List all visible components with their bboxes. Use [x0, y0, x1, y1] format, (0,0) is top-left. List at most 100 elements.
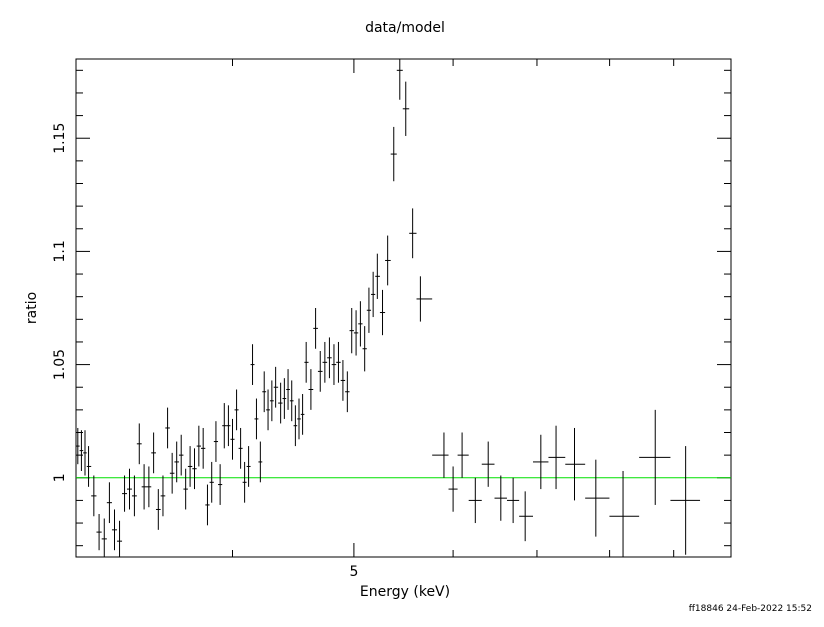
- data-point: [300, 394, 305, 435]
- data-point: [242, 461, 247, 503]
- data-point: [565, 427, 586, 501]
- data-point: [131, 475, 137, 517]
- data-point: [409, 208, 417, 259]
- data-point: [366, 287, 372, 333]
- chart-title: data/model: [365, 20, 445, 36]
- data-point: [533, 434, 549, 490]
- data-point: [169, 452, 175, 494]
- data-point: [178, 434, 184, 476]
- data-point: [468, 477, 482, 524]
- data-point: [345, 371, 350, 413]
- plot-area: 1 1.05 1.1 1.15 5: [52, 58, 732, 580]
- data-point: [192, 448, 197, 490]
- data-point: [432, 432, 449, 478]
- data-point: [254, 398, 259, 440]
- data-point: [250, 344, 255, 385]
- data-point: [187, 446, 193, 487]
- data-point: [160, 475, 166, 517]
- data-point: [304, 341, 309, 383]
- data-point: [353, 310, 359, 356]
- data-point: [457, 432, 469, 478]
- data-point: [670, 446, 701, 555]
- data-point: [209, 461, 214, 503]
- data-point: [101, 518, 107, 557]
- data-point: [609, 470, 640, 557]
- data-point: [230, 418, 235, 460]
- data-point: [402, 81, 410, 136]
- data-point: [282, 378, 287, 419]
- data-point: [548, 425, 566, 490]
- y-tick-label: 1.05: [52, 349, 68, 380]
- data-point: [362, 326, 367, 372]
- data-point: [258, 441, 263, 483]
- data-point: [213, 421, 219, 462]
- data-point: [371, 271, 376, 318]
- data-point: [127, 468, 132, 510]
- data-point: [106, 482, 112, 524]
- data-point: [246, 446, 251, 487]
- data-point: [196, 425, 202, 467]
- data-point: [222, 403, 227, 449]
- data-point: [336, 341, 341, 383]
- footer-stamp: ff18846 24-Feb-2022 15:52: [689, 604, 812, 614]
- data-point: [293, 405, 298, 447]
- data-point: [390, 126, 397, 182]
- data-point: [385, 235, 391, 286]
- data-point: [226, 405, 231, 447]
- y-tick-label: 1.1: [52, 240, 68, 262]
- data-point: [79, 430, 84, 471]
- data-point: [117, 520, 123, 557]
- data-point: [174, 441, 179, 483]
- data-point: [273, 366, 279, 408]
- data-point: [375, 253, 380, 299]
- data-point: [262, 371, 267, 413]
- data-point: [136, 423, 142, 465]
- data-point: [83, 430, 87, 476]
- data-point: [183, 468, 188, 510]
- data-point: [448, 466, 458, 512]
- data-point: [494, 475, 507, 521]
- data-point: [358, 301, 363, 347]
- data-point: [379, 289, 386, 336]
- data-point: [86, 446, 92, 487]
- data-point: [322, 341, 328, 383]
- data-point: [234, 389, 239, 431]
- data-point: [519, 491, 534, 542]
- data-point: [111, 509, 118, 551]
- data-point: [165, 407, 170, 449]
- y-tick-label: 1: [52, 473, 68, 482]
- data-point: [122, 475, 128, 512]
- data-point: [349, 308, 354, 354]
- data-point: [331, 344, 337, 385]
- data-point: [481, 441, 495, 487]
- data-point: [297, 398, 301, 440]
- data-point: [506, 477, 520, 524]
- data-point: [286, 369, 290, 410]
- data-point: [76, 427, 80, 465]
- data-point: [317, 351, 323, 392]
- data-point: [141, 464, 147, 510]
- data-point: [91, 475, 97, 517]
- data-point: [639, 409, 671, 505]
- data-point: [146, 466, 152, 508]
- data-point: [201, 427, 206, 469]
- data-point: [238, 427, 243, 469]
- plot-frame: [75, 58, 732, 558]
- data-point: [218, 464, 223, 505]
- data-point: [585, 459, 610, 537]
- y-tick-label: 1.15: [52, 123, 68, 154]
- y-axis-label: ratio: [24, 292, 40, 324]
- x-axis-label: Energy (keV): [360, 584, 450, 600]
- data-point: [266, 389, 270, 431]
- data-point: [269, 380, 274, 422]
- data-point: [340, 360, 346, 401]
- x-tick-label: 5: [349, 564, 358, 580]
- data-point: [308, 369, 314, 410]
- data-point: [96, 513, 102, 551]
- data-point: [151, 432, 156, 474]
- data-point: [278, 382, 283, 424]
- data-point: [205, 484, 210, 526]
- data-point: [327, 337, 332, 379]
- data-point: [396, 59, 403, 100]
